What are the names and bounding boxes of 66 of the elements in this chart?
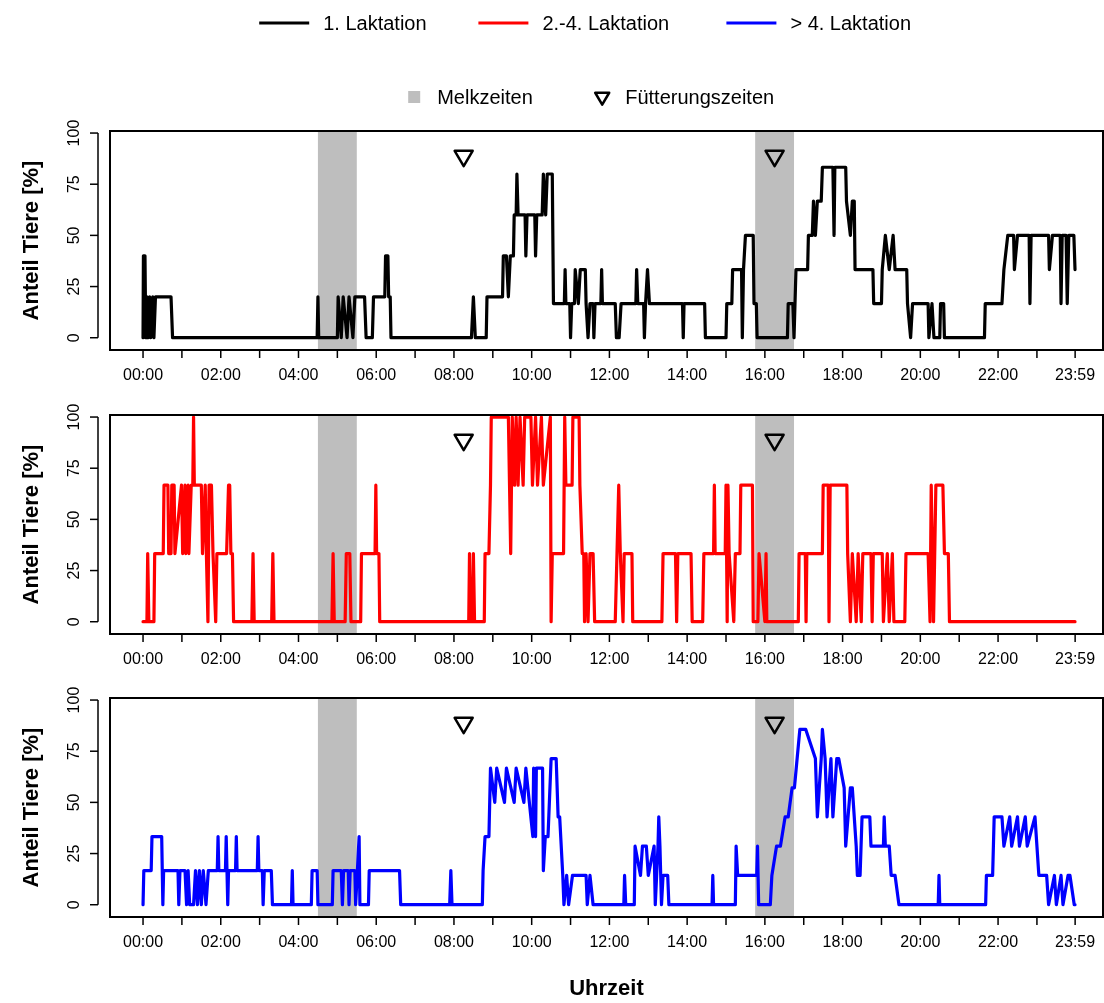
legend-label: 2.-4. Laktation (542, 12, 670, 34)
x-tick-label: 08:00 (433, 933, 475, 950)
y-tick-label: 50 (65, 510, 82, 529)
x-tick-label: 16:00 (744, 366, 785, 383)
y-tick-label: 50 (65, 793, 82, 812)
x-tick-label: 10:00 (511, 366, 552, 383)
x-tick-label: 10:00 (511, 933, 552, 950)
x-tick-label: 14:00 (667, 650, 708, 667)
x-tick-label: 20:00 (900, 366, 941, 383)
y-tick-label: 100 (65, 403, 82, 431)
line-series (141, 165, 1077, 340)
x-tick-label: 10:00 (511, 650, 552, 667)
x-tick-label: 08:00 (433, 366, 475, 383)
x-tick-label: 08:00 (433, 650, 475, 667)
x-tick-label: 06:00 (356, 933, 397, 950)
x-tick-label: 00:00 (123, 650, 164, 667)
y-axis-title: Anteil Tiere [%] (18, 444, 43, 605)
x-tick-label: 02:00 (200, 933, 241, 950)
x-tick-label: 18:00 (822, 933, 863, 950)
x-tick-label: 22:00 (978, 366, 1019, 383)
x-tick-label: 18:00 (822, 366, 863, 383)
legend-label: Fütterungszeiten (625, 86, 775, 108)
x-tick-label: 02:00 (200, 366, 241, 383)
x-tick-label: 00:00 (123, 366, 164, 383)
y-tick-label: 25 (65, 277, 82, 296)
x-tick-label: 12:00 (589, 933, 630, 950)
y-tick-label: 100 (65, 119, 82, 147)
legend-label: > 4. Laktation (790, 12, 912, 34)
x-tick-label: 12:00 (589, 650, 630, 667)
y-tick-label: 75 (65, 459, 82, 478)
y-axis-title: Anteil Tiere [%] (18, 160, 43, 321)
y-tick-label: 0 (65, 900, 82, 910)
line-series (141, 727, 1077, 907)
y-tick-label: 25 (65, 844, 82, 863)
y-tick-label: 25 (65, 561, 82, 580)
x-tick-label: 20:00 (900, 650, 941, 667)
y-tick-label: 0 (65, 333, 82, 343)
legend-label: 1. Laktation (323, 12, 427, 34)
y-tick-label: 0 (65, 617, 82, 627)
x-tick-label: 23:59 (1055, 933, 1096, 950)
x-tick-label: 23:59 (1055, 650, 1096, 667)
x-tick-label: 16:00 (744, 650, 785, 667)
x-tick-label: 02:00 (200, 650, 241, 667)
legend-label: Melkzeiten (437, 86, 533, 108)
x-tick-label: 14:00 (667, 933, 708, 950)
y-tick-label: 75 (65, 175, 82, 194)
x-tick-label: 18:00 (822, 650, 863, 667)
x-tick-label: 04:00 (278, 366, 319, 383)
x-tick-label: 06:00 (356, 650, 397, 667)
x-tick-label: 14:00 (667, 366, 708, 383)
y-tick-label: 50 (65, 226, 82, 245)
x-axis-title: Uhrzeit (569, 975, 645, 1000)
x-tick-label: 22:00 (978, 650, 1019, 667)
y-tick-label: 100 (65, 686, 82, 714)
x-tick-label: 16:00 (744, 933, 785, 950)
line-series (141, 415, 1077, 624)
x-tick-label: 04:00 (278, 933, 319, 950)
y-tick-label: 75 (65, 742, 82, 761)
x-tick-label: 12:00 (589, 366, 630, 383)
y-axis-title: Anteil Tiere [%] (18, 727, 43, 888)
x-tick-label: 23:59 (1055, 366, 1096, 383)
x-tick-label: 00:00 (123, 933, 164, 950)
x-tick-label: 22:00 (978, 933, 1019, 950)
x-tick-label: 20:00 (900, 933, 941, 950)
x-tick-label: 04:00 (278, 650, 319, 667)
x-tick-label: 06:00 (356, 366, 397, 383)
